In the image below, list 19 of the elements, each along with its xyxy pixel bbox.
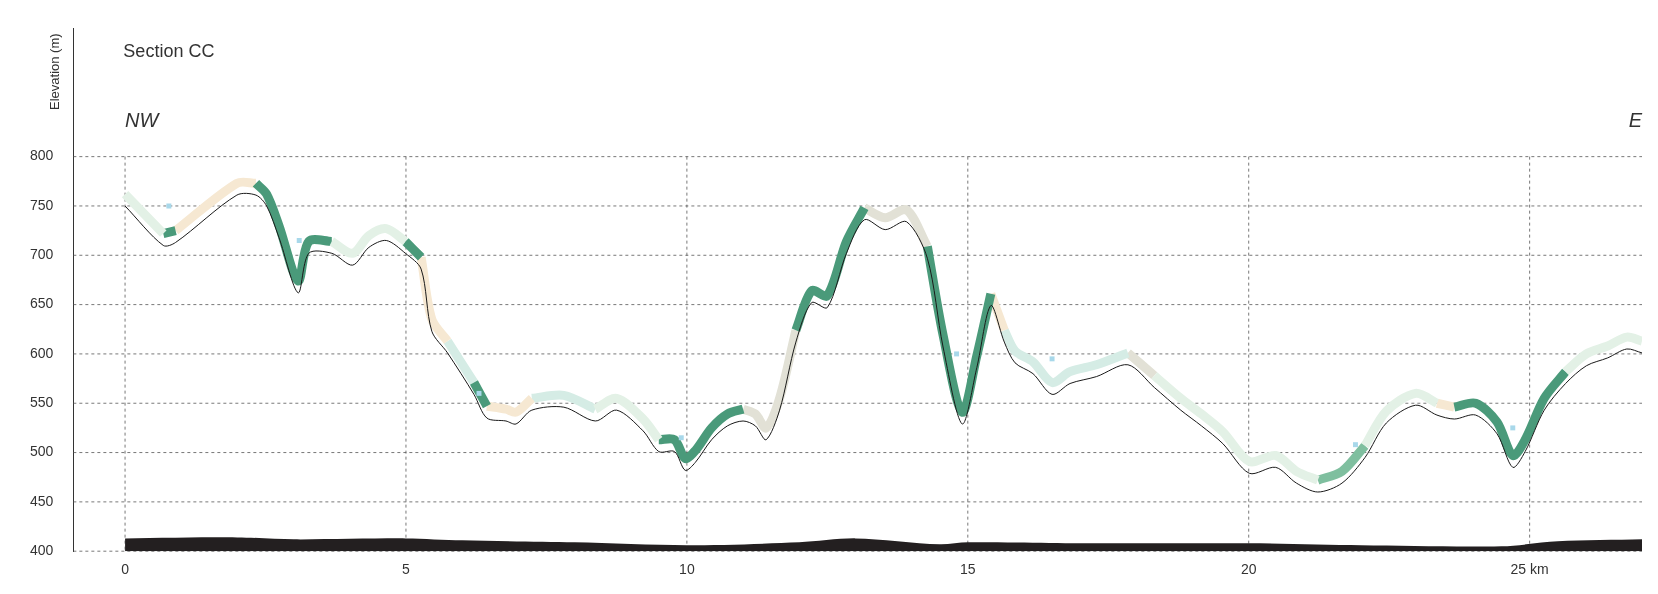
x-tick-label: 0 — [121, 561, 130, 578]
y-tick-label: 700 — [30, 246, 54, 263]
y-tick-label: 750 — [30, 196, 54, 213]
y-tick-label: 400 — [30, 542, 54, 559]
y-tick-label: 800 — [30, 147, 54, 164]
x-tick-label: 15 — [960, 561, 976, 578]
y-tick-label: 450 — [30, 492, 54, 509]
x-tick-label: 25 km — [1510, 561, 1549, 578]
y-axis-title: Elevation (m) — [46, 33, 62, 110]
y-tick-label: 600 — [30, 344, 54, 361]
y-tick-label: 650 — [30, 295, 54, 312]
annotation: NW — [125, 109, 161, 132]
x-tick-label: 10 — [679, 561, 695, 578]
text: Section CC — [123, 41, 215, 62]
x-tick-label: 20 — [1240, 561, 1257, 578]
x-tick-label: 5 — [402, 561, 411, 578]
y-tick-label: 550 — [30, 394, 54, 411]
annotation: E — [1628, 109, 1643, 132]
y-tick-label: 500 — [30, 443, 54, 460]
